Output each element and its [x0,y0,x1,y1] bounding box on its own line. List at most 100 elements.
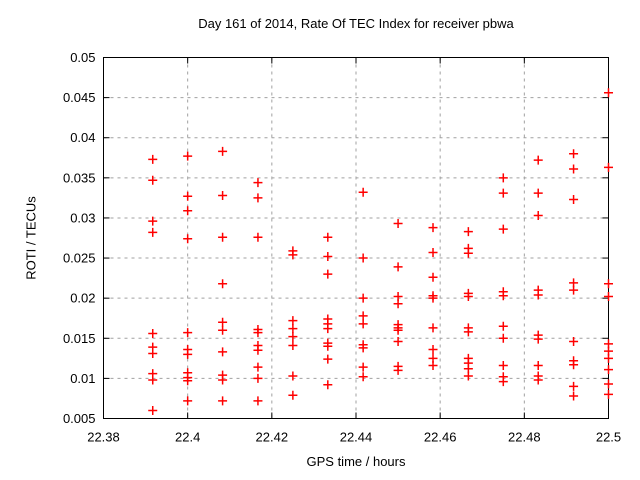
data-point-marker [288,332,298,342]
data-point-marker [323,251,333,261]
data-point-marker [148,375,158,385]
data-point-marker [253,396,263,406]
data-point-marker [393,299,403,309]
data-point-marker [148,349,158,359]
data-point-marker [569,381,579,391]
y-tick-label: 0.005 [63,411,96,426]
data-point-marker [463,292,473,302]
data-point-marker [393,336,403,346]
data-point-marker [569,391,579,401]
data-point-marker [288,390,298,400]
data-point-marker [428,223,438,233]
data-point-marker [604,379,613,389]
data-point-marker [533,334,543,344]
data-point-marker [604,88,613,98]
data-point-marker [569,360,579,370]
data-point-marker [428,323,438,333]
data-point-marker [463,371,473,381]
data-point-marker [218,232,228,242]
data-point-marker [428,293,438,303]
data-point-marker [463,327,473,337]
data-point-marker [533,361,543,371]
data-point-marker [569,336,579,346]
data-point-marker [323,269,333,279]
data-point-marker [288,250,298,260]
data-point-marker [148,227,158,237]
data-point-marker [428,361,438,371]
data-point-marker [183,328,193,338]
data-point-marker [393,325,403,335]
data-point-marker [569,149,579,159]
data-point-marker [253,345,263,355]
data-point-marker [498,224,508,234]
y-tick-label: 0.045 [63,90,96,105]
data-point-marker [253,193,263,203]
y-tick-label: 0.02 [70,291,95,306]
data-point-marker [428,345,438,355]
data-point-marker [604,353,613,363]
data-point-marker [253,232,263,242]
data-point-marker [148,154,158,164]
data-point-marker [218,325,228,335]
data-point-marker [288,371,298,381]
data-point-marker [533,188,543,198]
y-axis-title: ROTI / TECUs [23,196,39,280]
data-point-marker [358,362,368,372]
data-point-marker [288,316,298,326]
data-point-marker [218,375,228,385]
data-point-marker [569,285,579,295]
x-tick-label: 22.42 [256,430,289,445]
x-axis-title: GPS time / hours [306,454,406,469]
data-point-marker [498,321,508,331]
data-point-marker [463,248,473,258]
data-point-marker [604,279,613,289]
data-point-marker [604,389,613,399]
data-point-marker [533,290,543,300]
data-point-marker [183,396,193,406]
data-point-marker [148,328,158,338]
y-tick-label: 0.025 [63,251,96,266]
chart-title: Day 161 of 2014, Rate Of TEC Index for r… [198,16,514,31]
x-tick-label: 22.38 [87,430,120,445]
data-point-marker [218,279,228,289]
data-point-marker [604,292,613,302]
data-point-marker [358,319,368,329]
data-point-marker [183,191,193,201]
data-point-marker [393,262,403,272]
data-point-marker [569,164,579,174]
data-point-marker [183,234,193,244]
data-point-marker [358,372,368,382]
data-point-marker [498,361,508,371]
data-point-marker [288,340,298,350]
data-point-marker [148,216,158,226]
data-point-marker [533,375,543,385]
x-tick-label: 22.44 [340,430,373,445]
data-point-marker [498,173,508,183]
data-point-marker [253,178,263,188]
data-point-marker [218,347,228,357]
data-point-marker [533,155,543,165]
y-tick-label: 0.04 [70,130,95,145]
y-tick-label: 0.01 [70,371,95,386]
data-point-marker [183,349,193,359]
data-point-marker [604,365,613,375]
x-tick-label: 22.46 [424,430,457,445]
data-point-marker [498,377,508,387]
data-point-marker [358,253,368,263]
data-point-marker [428,272,438,282]
data-point-marker [358,311,368,321]
data-point-marker [288,324,298,334]
data-point-marker [148,175,158,185]
x-tick-label: 22.5 [596,430,621,445]
data-point-marker [183,206,193,216]
data-point-marker [218,190,228,200]
data-point-marker [218,396,228,406]
data-point-marker [218,317,228,327]
data-point-marker [533,211,543,221]
data-point-marker [183,376,193,386]
data-point-marker [253,373,263,383]
data-point-marker [569,194,579,204]
data-point-marker [323,324,333,334]
